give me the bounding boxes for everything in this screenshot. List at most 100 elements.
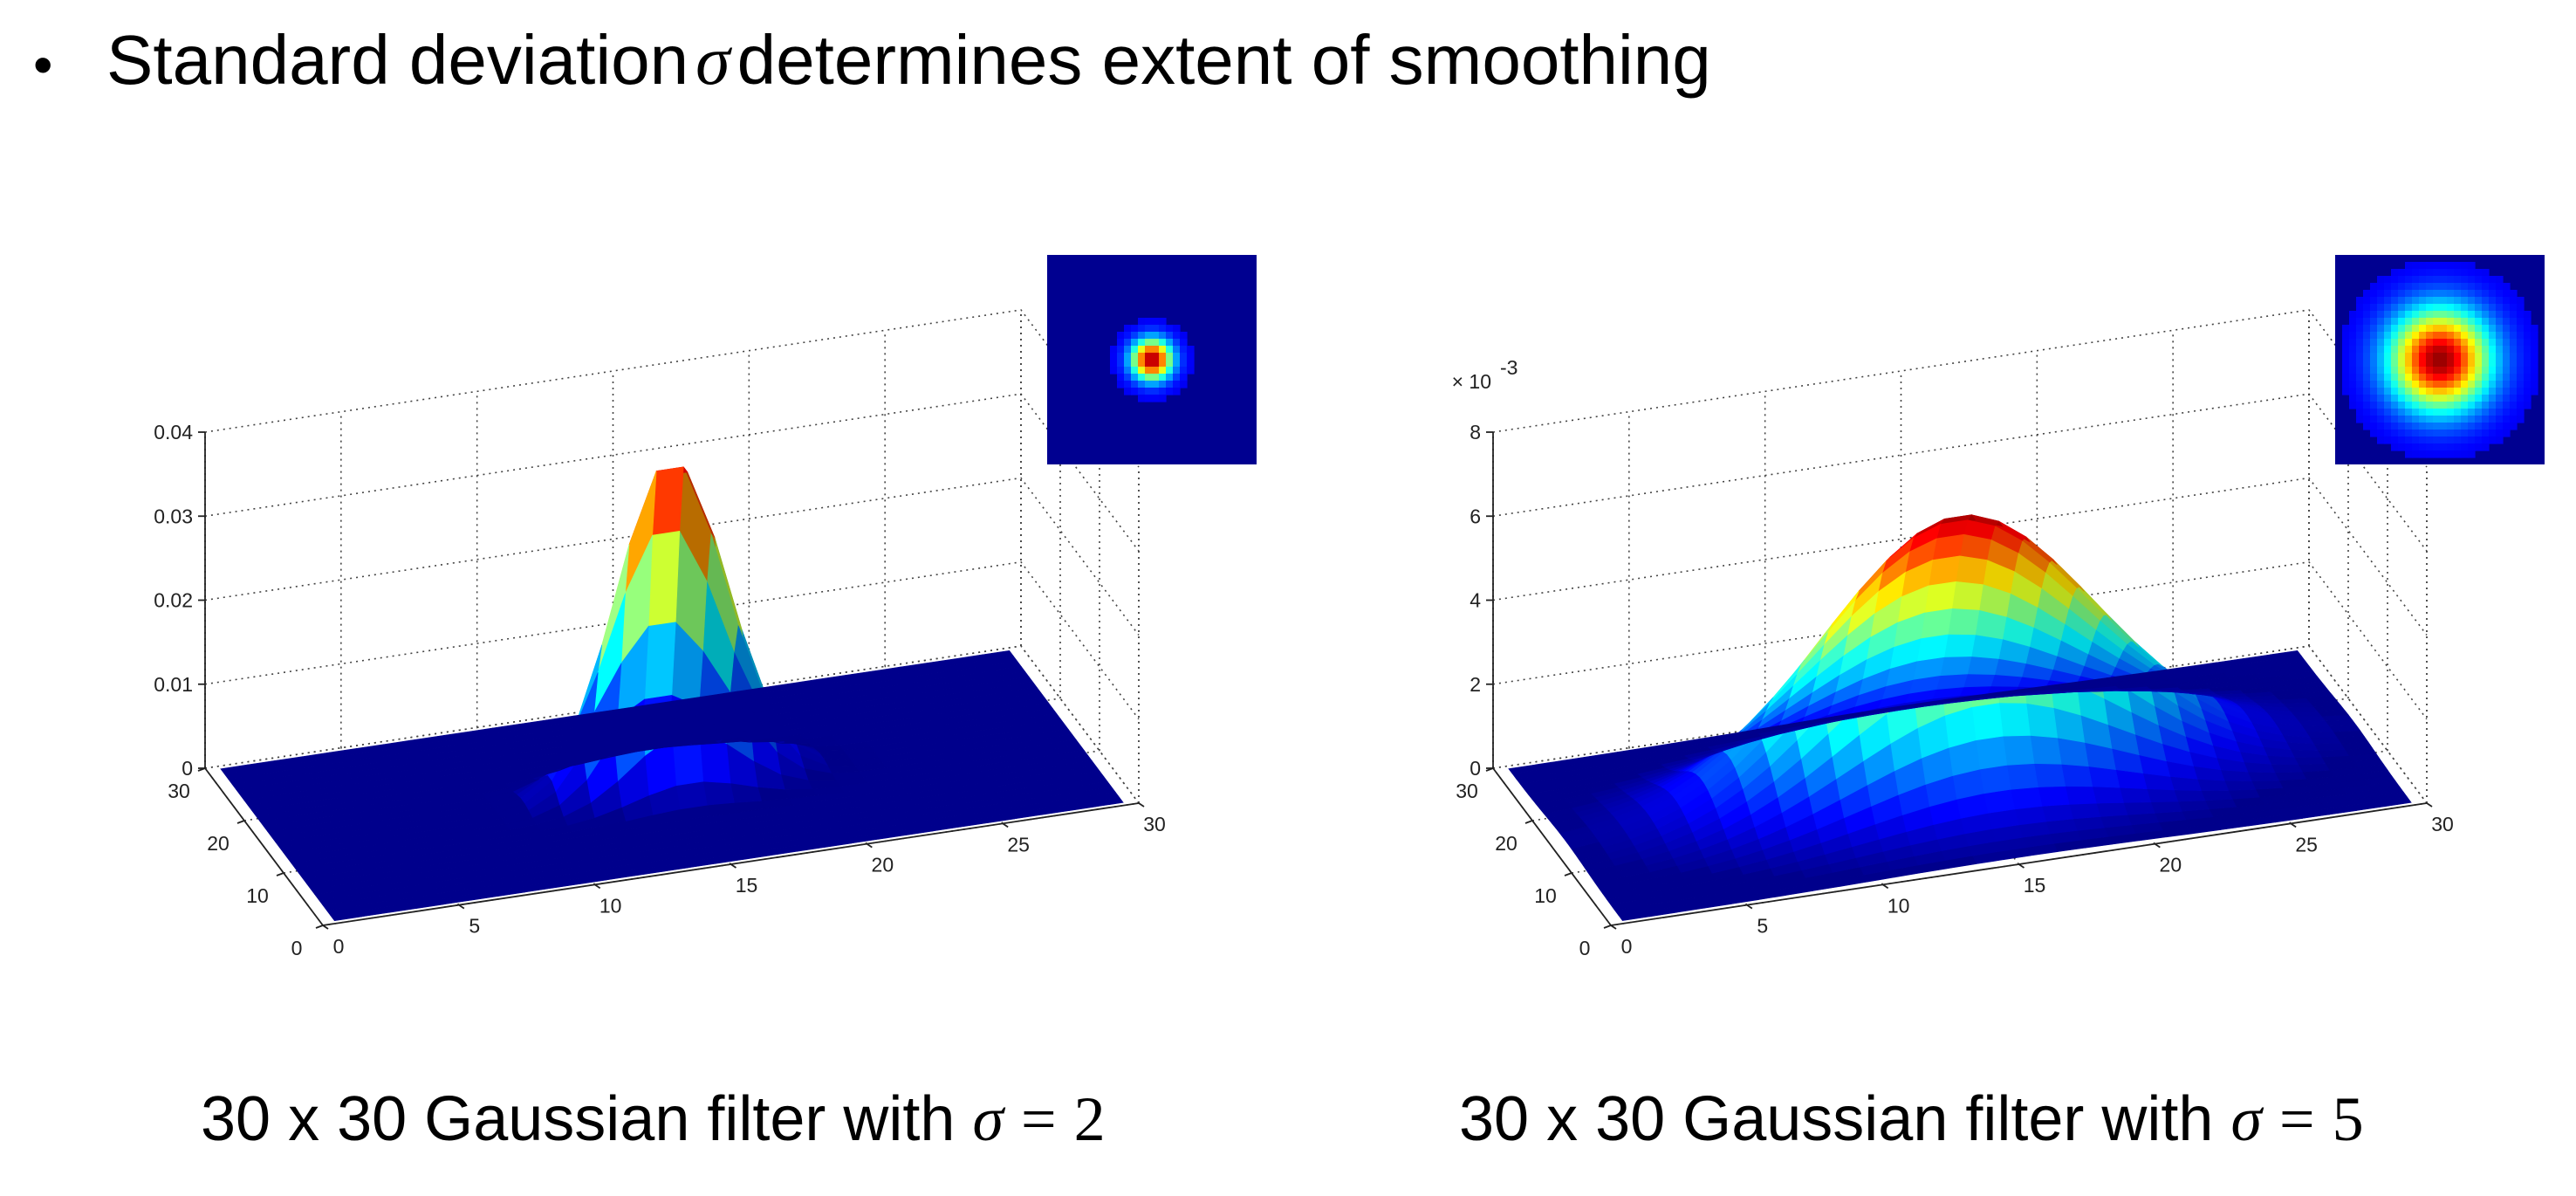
inset-cell bbox=[2482, 430, 2490, 437]
surface-patch bbox=[2317, 749, 2350, 758]
inset-cell bbox=[2482, 339, 2490, 347]
inset-cell bbox=[1173, 339, 1181, 347]
surface-patch bbox=[1951, 581, 1983, 611]
inset-cell bbox=[2405, 283, 2413, 291]
inset-cell bbox=[2363, 304, 2371, 312]
inset-cell bbox=[2531, 381, 2538, 388]
y-tick-mark bbox=[1524, 820, 1533, 824]
z-tick-label: 0.02 bbox=[154, 589, 193, 612]
inset-cell bbox=[2419, 283, 2427, 291]
inset-cell bbox=[2384, 318, 2392, 326]
x-tick-mark bbox=[1746, 904, 1753, 910]
inset-cell bbox=[2377, 430, 2385, 437]
surface-patch bbox=[2041, 804, 2074, 822]
inset-cell bbox=[1152, 339, 1160, 347]
inset-cell bbox=[2356, 360, 2364, 368]
inset-cell bbox=[2356, 311, 2364, 319]
inset-cell bbox=[2370, 423, 2378, 430]
inset-cell bbox=[2384, 423, 2392, 430]
inset-cell bbox=[2468, 388, 2476, 395]
inset-cell bbox=[2433, 374, 2441, 381]
inset-cell bbox=[2524, 311, 2531, 319]
inset-cell bbox=[1159, 318, 1167, 326]
inset-cell bbox=[2475, 381, 2483, 388]
inset-cell bbox=[2468, 325, 2476, 333]
inset-cell bbox=[2398, 269, 2406, 277]
inset-cell bbox=[1145, 360, 1153, 368]
inset-cell bbox=[2363, 416, 2371, 423]
inset-cell bbox=[2447, 332, 2455, 340]
inset-cell bbox=[2531, 346, 2538, 354]
inset-cell bbox=[2468, 346, 2476, 354]
inset-cell bbox=[2475, 339, 2483, 347]
inset-cell bbox=[2398, 325, 2406, 333]
inset-cell bbox=[2349, 402, 2357, 409]
inset-cell bbox=[2363, 360, 2371, 368]
surface-patch bbox=[1971, 702, 2004, 741]
inset-cell bbox=[1138, 388, 1146, 395]
z-tick-label: 8 bbox=[1470, 421, 1481, 443]
surface-patch bbox=[2033, 763, 2066, 787]
inset-cell bbox=[2391, 367, 2399, 375]
inset-cell bbox=[2419, 381, 2427, 388]
inset-cell bbox=[2482, 381, 2490, 388]
inset-cell bbox=[1173, 332, 1181, 340]
x-tick-mark bbox=[2426, 802, 2433, 808]
inset-cell bbox=[2412, 450, 2420, 458]
inset-cell bbox=[2405, 339, 2413, 347]
inset-cell bbox=[2405, 423, 2413, 430]
inset-cell bbox=[1124, 360, 1132, 368]
inset-cell bbox=[2517, 311, 2525, 319]
inset-cell bbox=[2412, 276, 2420, 284]
surface-patch bbox=[2146, 788, 2179, 803]
inset-cell bbox=[2419, 367, 2427, 375]
inset-cell bbox=[1110, 353, 1118, 361]
x-tick-label: 5 bbox=[469, 915, 480, 938]
inset-cell bbox=[1145, 318, 1153, 326]
inset-cell bbox=[1124, 346, 1132, 354]
inset-cell bbox=[2426, 402, 2434, 409]
inset-cell bbox=[2454, 360, 2462, 368]
surface-patch bbox=[1970, 635, 2004, 660]
inset-cell bbox=[2496, 416, 2504, 423]
inset-cell bbox=[2363, 353, 2371, 361]
inset-cell bbox=[1110, 360, 1118, 368]
inset-cell bbox=[1152, 325, 1160, 333]
inset-cell bbox=[2517, 332, 2525, 340]
inset-cell bbox=[2419, 360, 2427, 368]
inset-cell bbox=[2412, 430, 2420, 437]
inset-cell bbox=[2468, 297, 2476, 305]
inset-cell bbox=[1145, 339, 1153, 347]
inset-cell bbox=[1187, 346, 1195, 354]
inset-cell bbox=[2440, 339, 2448, 347]
x-tick-mark bbox=[322, 924, 329, 930]
inset-cell bbox=[2510, 367, 2518, 375]
inset-cell bbox=[2447, 269, 2455, 277]
y-axis-line bbox=[1492, 767, 1612, 926]
surface-patch bbox=[1947, 608, 1980, 636]
inset-cell bbox=[2440, 367, 2448, 375]
inset-cell bbox=[2398, 423, 2406, 430]
inset-cell bbox=[2405, 395, 2413, 402]
surface-patch bbox=[1939, 656, 1972, 677]
inset-cell bbox=[2454, 402, 2462, 409]
inset-cell bbox=[2440, 269, 2448, 277]
inset-cell bbox=[2398, 339, 2406, 347]
inset-cell bbox=[1173, 374, 1181, 381]
inset-cell bbox=[2412, 395, 2420, 402]
inset-cell bbox=[2377, 325, 2385, 333]
inset-cell bbox=[2433, 450, 2441, 458]
inset-cell bbox=[2398, 395, 2406, 402]
inset-cell bbox=[2482, 388, 2490, 395]
inset-cell bbox=[2433, 353, 2441, 361]
inset-cell bbox=[1110, 367, 1118, 375]
surface-patch bbox=[2247, 771, 2279, 782]
inset-cell bbox=[2503, 360, 2511, 368]
inset-cell bbox=[2412, 409, 2420, 416]
inset-cell bbox=[2391, 409, 2399, 416]
inset-cell bbox=[2405, 353, 2413, 361]
inset-cell bbox=[2482, 318, 2490, 326]
z-tick-label: 0.03 bbox=[154, 505, 193, 527]
inset-cell bbox=[2405, 409, 2413, 416]
inset-cell bbox=[2363, 311, 2371, 319]
